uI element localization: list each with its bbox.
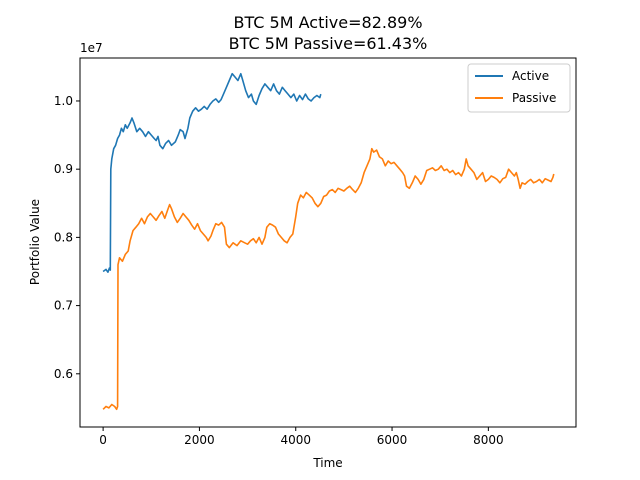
chart-title-line-2: BTC 5M Passive=61.43% — [229, 34, 428, 53]
series-layer — [102, 72, 555, 411]
series-line-passive — [102, 147, 555, 411]
y-tick-label: 1.0 — [54, 94, 73, 108]
chart-title-line-1: BTC 5M Active=82.89% — [233, 13, 422, 32]
y-axis-offset-label: 1e7 — [80, 41, 103, 55]
plot-area-frame — [79, 57, 577, 428]
x-tick-label: 2000 — [184, 433, 215, 447]
legend: Active Passive — [467, 63, 571, 113]
legend-label-active: Active — [512, 69, 549, 83]
x-axis-ticks: 0 2000 4000 6000 8000 — [99, 427, 504, 447]
x-tick-label: 6000 — [377, 433, 408, 447]
y-tick-label: 0.7 — [54, 299, 73, 313]
x-tick-label: 4000 — [280, 433, 311, 447]
y-tick-label: 0.8 — [54, 230, 73, 244]
series-line-active — [102, 72, 322, 273]
y-axis-label: Portfolio Value — [28, 199, 42, 285]
x-axis-label: Time — [312, 456, 342, 470]
y-tick-label: 0.9 — [54, 162, 73, 176]
legend-label-passive: Passive — [512, 91, 556, 105]
y-axis-ticks: 0.6 0.7 0.8 0.9 1.0 — [54, 94, 80, 381]
y-tick-label: 0.6 — [54, 367, 73, 381]
x-tick-label: 0 — [99, 433, 107, 447]
x-tick-label: 8000 — [473, 433, 504, 447]
